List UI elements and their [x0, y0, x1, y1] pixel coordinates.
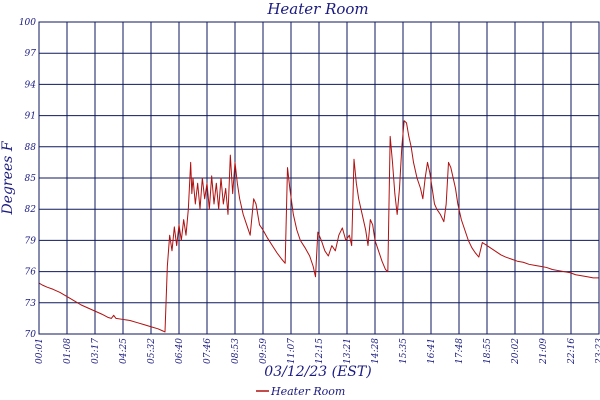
y-tick-label: 91: [25, 112, 36, 122]
x-tick-label: 08:53: [231, 338, 241, 364]
grid-lines: [39, 22, 599, 334]
y-tick-label: 97: [25, 49, 37, 59]
chart-title: Heater Room: [266, 0, 368, 18]
x-tick-label: 06:40: [175, 338, 185, 364]
plot-border: [38, 21, 600, 335]
x-tick-label: 09:59: [259, 338, 269, 364]
x-tick-label: 20:02: [511, 338, 521, 365]
x-tick-labels: 00:01 01:08 03:17 04:25 05:32 06:40 07:46 08:53…: [35, 338, 600, 365]
x-tick-label: 00:01: [35, 338, 45, 364]
x-tick-label: 11:07: [287, 338, 297, 364]
x-tick-label: 14:28: [371, 338, 381, 364]
y-tick-label: 79: [25, 236, 37, 246]
x-tick-label: 07:46: [203, 338, 213, 364]
y-tick-label: 94: [25, 80, 37, 90]
x-tick-label: 04:25: [119, 338, 129, 364]
y-tick-label: 100: [19, 18, 36, 28]
legend-series-label: Heater Room: [270, 385, 345, 398]
x-tick-label: 12:15: [315, 338, 325, 364]
x-tick-label: 01:08: [63, 338, 73, 364]
x-tick-label: 17:48: [455, 338, 465, 364]
x-tick-label: 23:23: [595, 338, 600, 365]
y-tick-label: 73: [25, 299, 37, 309]
x-tick-label: 16:41: [427, 338, 437, 364]
y-tick-label: 76: [25, 268, 37, 278]
y-axis-title: Degrees F: [0, 140, 16, 215]
x-tick-label: 18:55: [483, 338, 493, 364]
x-tick-label: 22:16: [567, 338, 577, 365]
y-tick-label: 82: [25, 205, 37, 215]
y-tick-label: 85: [25, 174, 37, 184]
series-line-heater-room: [38, 120, 599, 333]
y-tick-labels: 100 97 94 91 88 85 82 79 76 73 70: [19, 18, 36, 340]
x-tick-label: 03:17: [91, 338, 101, 364]
series-lines: [38, 120, 599, 333]
x-tick-label: 21:09: [539, 338, 549, 365]
x-tick-label: 05:32: [147, 338, 157, 364]
x-axis-title: 03/12/23 (EST): [264, 364, 371, 380]
y-tick-label: 70: [25, 330, 37, 340]
x-tick-label: 15:35: [399, 338, 409, 364]
y-tick-label: 88: [25, 143, 37, 153]
x-tick-label: 13:21: [343, 338, 353, 364]
